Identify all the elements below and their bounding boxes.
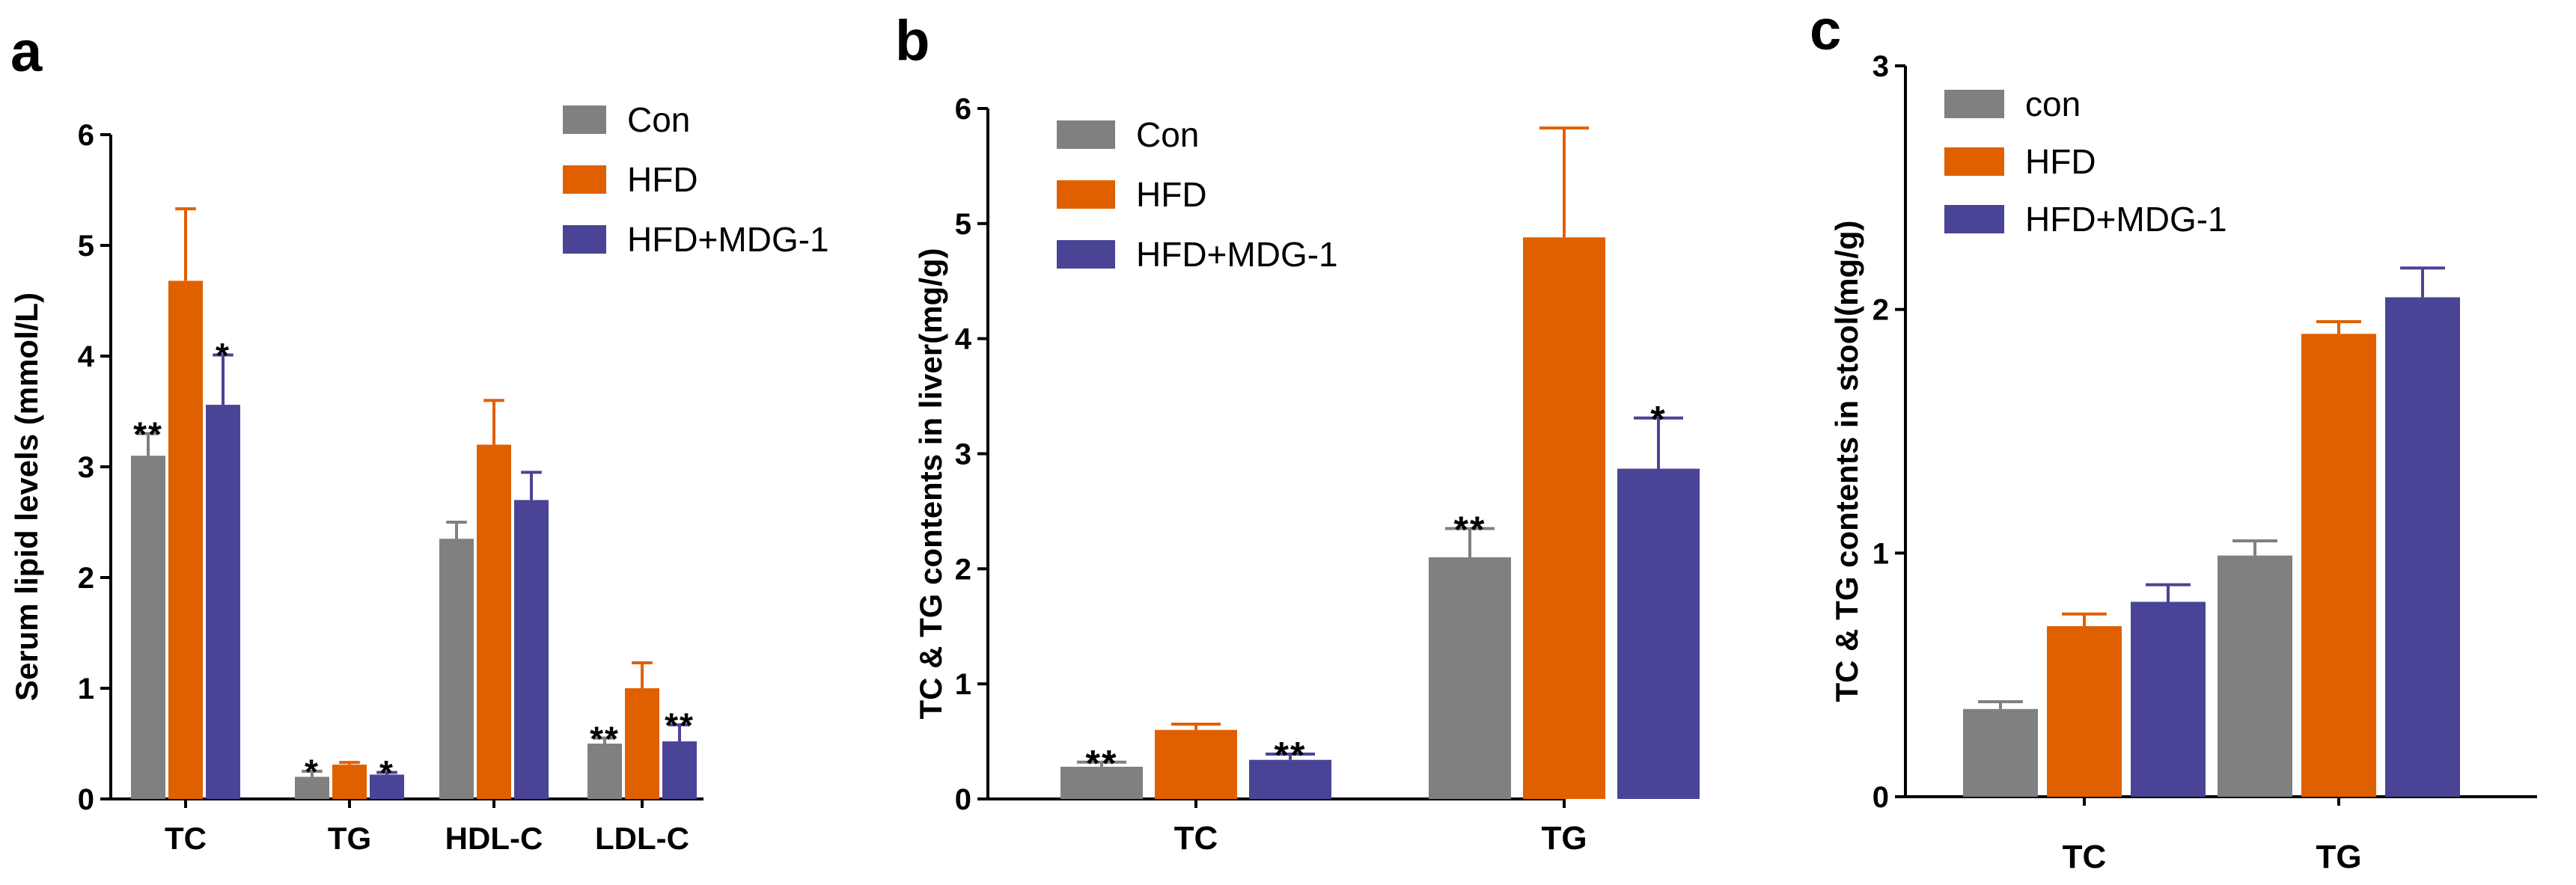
bar [131, 456, 165, 799]
bar [587, 744, 622, 799]
legend-swatch [1057, 240, 1115, 269]
panel-label: b [895, 9, 930, 73]
y-tick-label: 6 [78, 119, 94, 152]
legend-swatch [1057, 120, 1115, 149]
y-tick-label: 5 [955, 208, 971, 241]
bar [2047, 626, 2122, 797]
bar [370, 774, 404, 799]
legend-swatch [563, 165, 606, 194]
legend-label: HFD+MDG-1 [2025, 200, 2227, 239]
significance-marker: ** [665, 706, 695, 745]
legend-label: Con [627, 100, 690, 139]
significance-marker: * [216, 336, 231, 375]
legend: Con HFD HFD+MDG-1 [1057, 115, 1338, 274]
bar [2301, 334, 2376, 797]
y-tick-label: 3 [1873, 50, 1889, 83]
bar [1060, 766, 1143, 799]
y-tick-label: 2 [78, 562, 94, 595]
x-tick-label: TG [1541, 820, 1587, 857]
chart-panel-c: c 0 1 2 3 TC & TG contents in stool(mg/g) TC TG… [1810, 0, 2537, 875]
y-tick-label: 6 [955, 93, 971, 126]
legend: con HFD HFD+MDG-1 [1944, 85, 2227, 239]
significance-marker: * [305, 753, 320, 791]
significance-marker: ** [1086, 742, 1118, 784]
legend-swatch [563, 105, 606, 134]
legend-label: HFD [627, 160, 698, 199]
y-axis-label: Serum lipid levels (mmol/L) [9, 293, 44, 701]
bar [295, 777, 329, 799]
significance-marker: * [1650, 398, 1666, 440]
legend-label: Con [1136, 115, 1199, 154]
bar [1429, 557, 1511, 799]
y-tick-label: 0 [78, 783, 94, 816]
legend-label: HFD+MDG-1 [1136, 235, 1338, 274]
x-tick-label: TC [1174, 820, 1218, 857]
y-tick-label: 2 [1873, 294, 1889, 327]
y-tick-label: 5 [78, 230, 94, 263]
y-tick-label: 2 [955, 553, 971, 586]
x-tick-label: TC [2063, 839, 2107, 875]
bar [514, 500, 549, 799]
y-tick-label: 0 [955, 783, 971, 816]
bar [206, 405, 240, 799]
significance-marker: ** [133, 414, 163, 453]
legend-swatch [1057, 180, 1115, 209]
y-tick-label: 3 [78, 451, 94, 484]
legend-label: HFD [1136, 175, 1207, 214]
legend: Con HFD HFD+MDG-1 [563, 100, 829, 259]
bar [625, 688, 659, 799]
y-tick-label: 4 [78, 340, 95, 373]
panel-label: c [1810, 0, 1841, 62]
bar [439, 539, 474, 799]
y-tick-label: 1 [78, 673, 94, 705]
x-tick-label: TG [2316, 839, 2361, 875]
legend-label: HFD+MDG-1 [627, 220, 829, 259]
legend-swatch [1944, 205, 2004, 233]
bar [332, 765, 367, 799]
bar [1249, 759, 1331, 799]
bar [2131, 601, 2206, 797]
legend-swatch [563, 225, 606, 254]
y-tick-label: 4 [955, 323, 972, 356]
y-axis-label: TC & TG contents in stool(mg/g) [1829, 221, 1864, 702]
x-tick-label: TG [328, 821, 371, 856]
bar [1155, 729, 1237, 799]
y-axis-label: TC & TG contents in liver(mg/g) [913, 248, 948, 719]
y-tick-label: 3 [955, 438, 971, 471]
bar [168, 281, 203, 799]
panel-label: a [10, 20, 43, 84]
bar [1523, 237, 1605, 799]
legend-label: con [2025, 85, 2081, 123]
chart-panel-b: b 0 1 2 3 4 5 6 TC & TG contents in liver(mg/g) *… [895, 9, 1700, 857]
x-tick-label: TC [165, 821, 207, 856]
significance-marker: * [379, 753, 394, 792]
y-tick-label: 0 [1873, 781, 1889, 814]
bar [662, 741, 697, 799]
bar [2218, 555, 2292, 797]
legend-swatch [1944, 147, 2004, 176]
bar [1617, 468, 1700, 799]
x-tick-label: HDL-C [445, 821, 543, 856]
significance-marker: ** [1275, 735, 1307, 777]
y-tick-label: 1 [1873, 537, 1889, 570]
legend-swatch [1944, 90, 2004, 118]
y-tick-label: 1 [955, 668, 971, 701]
significance-marker: ** [1454, 509, 1486, 551]
bar [1963, 708, 2038, 797]
significance-marker: ** [590, 719, 620, 758]
bar [2385, 297, 2460, 797]
x-tick-label: LDL-C [595, 821, 689, 856]
legend-label: HFD [2025, 142, 2096, 181]
bar [477, 444, 511, 799]
